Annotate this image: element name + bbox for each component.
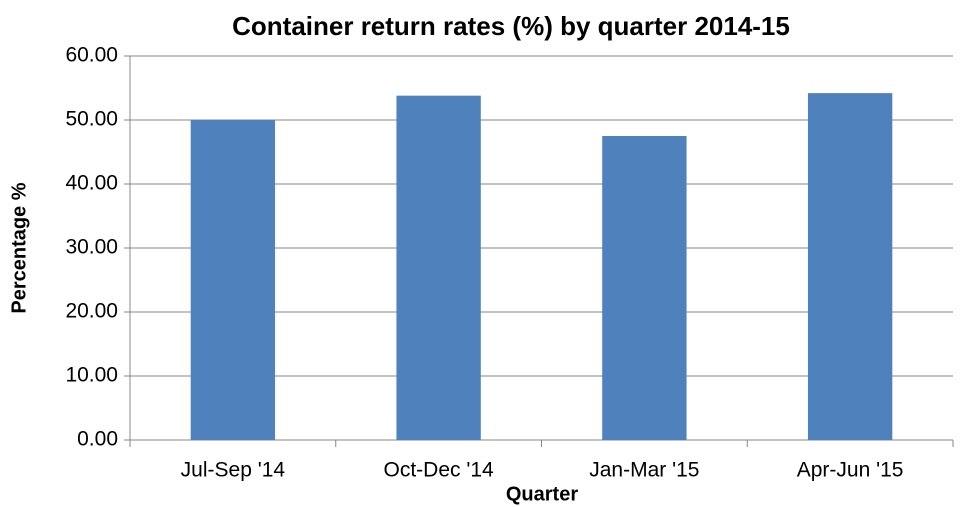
- bar: [807, 93, 893, 441]
- y-tick-label: 50.00: [65, 108, 118, 131]
- y-tick-label: 0.00: [77, 428, 118, 451]
- x-tick-label: Apr-Jun '15: [797, 459, 904, 482]
- bar: [190, 120, 276, 440]
- bar: [602, 136, 687, 440]
- chart-title: Container return rates (%) by quarter 20…: [232, 11, 790, 41]
- y-tick-label: 30.00: [65, 236, 118, 259]
- y-axis-title: Percentage %: [8, 182, 30, 313]
- x-tick-label: Jan-Mar '15: [589, 459, 699, 482]
- x-tick-label: Jul-Sep '14: [181, 459, 286, 482]
- x-axis-title: Quarter: [506, 483, 578, 505]
- y-tick-label: 40.00: [65, 172, 118, 195]
- bar: [396, 95, 481, 441]
- y-tick-label: 20.00: [65, 300, 118, 323]
- x-tick-label: Oct-Dec '14: [384, 459, 495, 482]
- y-tick-label: 10.00: [65, 364, 118, 387]
- y-tick-label: 60.00: [65, 44, 118, 67]
